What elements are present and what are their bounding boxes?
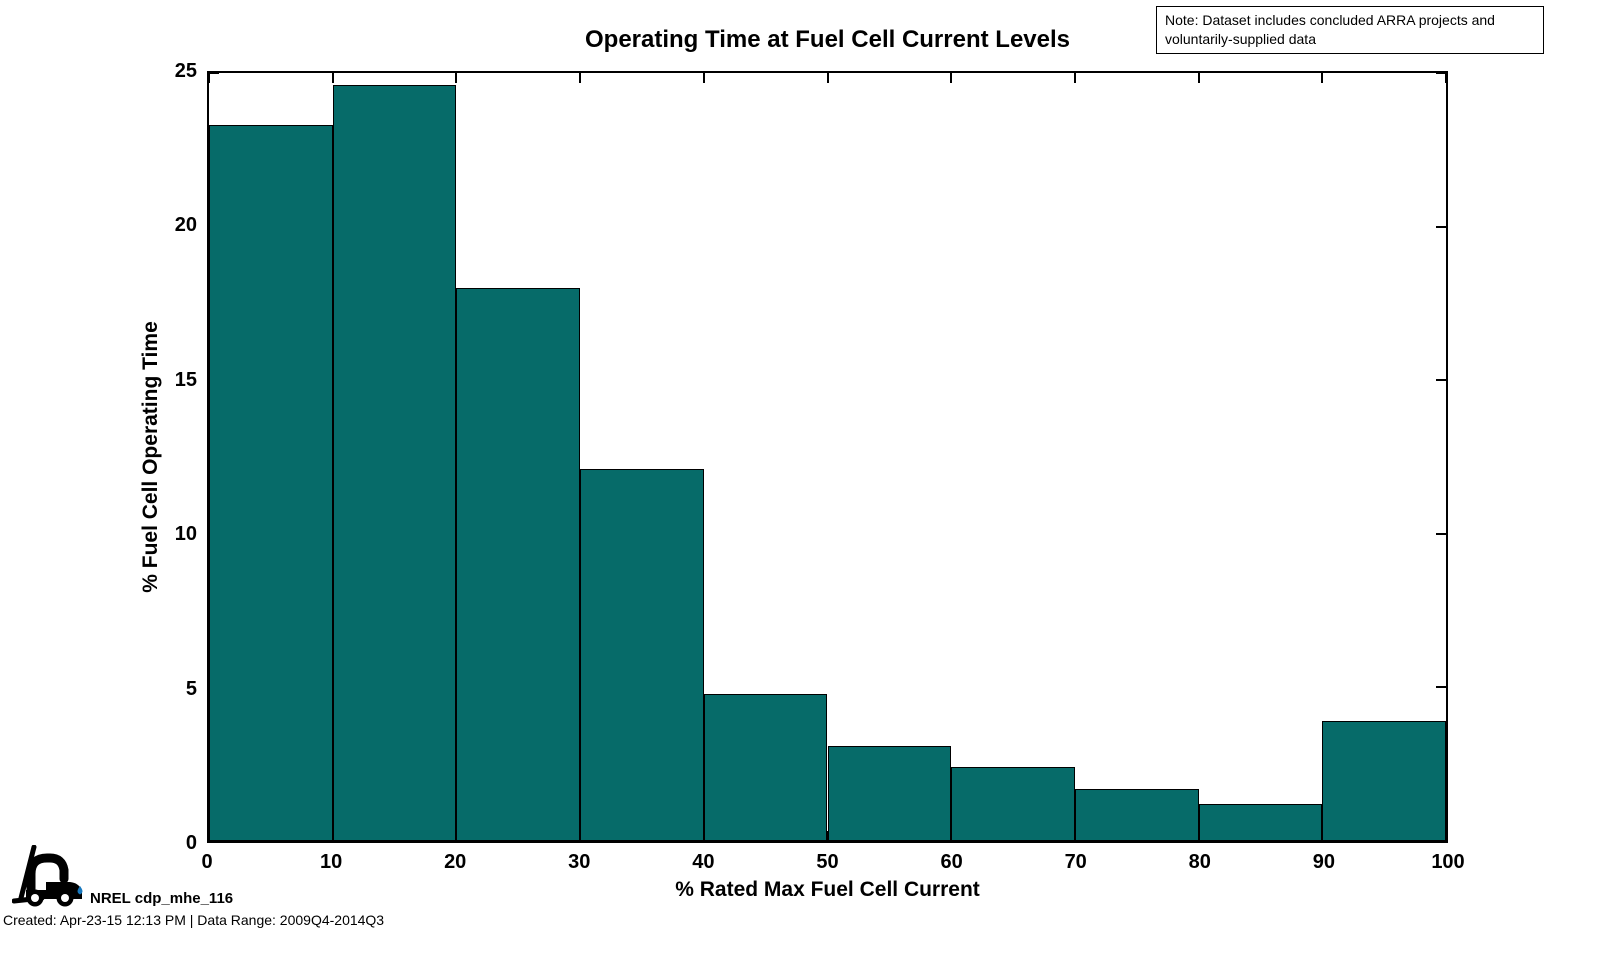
y-tick-label: 10 — [174, 523, 197, 546]
x-tick-label: 20 — [444, 851, 467, 873]
x-tick-mark — [455, 73, 458, 83]
x-tick-mark — [1073, 73, 1076, 83]
y-tick-mark — [1436, 840, 1446, 842]
x-tick-label: 40 — [692, 851, 715, 873]
y-tick-label: 0 — [185, 832, 197, 854]
histogram-bar — [1198, 804, 1323, 841]
x-tick-label: 60 — [940, 851, 963, 873]
histogram-bar — [332, 85, 457, 841]
histogram-bar — [827, 745, 952, 841]
histogram-bar — [1074, 788, 1199, 841]
created-line: Created: Apr-23-15 12:13 PM | Data Range… — [3, 912, 385, 928]
y-tick-label: 20 — [174, 214, 197, 237]
x-tick-label: 0 — [201, 851, 213, 873]
histogram-bar — [1322, 721, 1446, 841]
y-tick-label: 15 — [174, 368, 197, 391]
note-text: Note: Dataset includes concluded ARRA pr… — [1165, 12, 1495, 47]
forklift-cab — [26, 853, 69, 899]
histogram-bar — [951, 767, 1075, 841]
x-tick-mark — [331, 73, 334, 83]
x-tick-mark — [1445, 73, 1447, 83]
x-axis-label: % Rated Max Fuel Cell Current — [675, 878, 980, 901]
x-tick-mark — [1321, 73, 1324, 83]
x-tick-mark — [826, 73, 829, 83]
x-tick-mark — [579, 73, 582, 83]
x-tick-label: 50 — [816, 851, 839, 873]
x-tick-label: 100 — [1431, 851, 1465, 873]
histogram-bar — [209, 125, 333, 841]
x-tick-mark — [1445, 831, 1447, 841]
x-tick-mark — [208, 73, 210, 83]
y-tick-mark — [1436, 72, 1446, 74]
y-tick-mark — [1436, 379, 1446, 382]
x-tick-mark — [950, 73, 953, 83]
x-tick-label: 80 — [1188, 851, 1211, 873]
y-tick-mark — [1436, 225, 1446, 228]
forklift-wheel-front-hub — [31, 894, 39, 902]
droplet-icon — [77, 886, 83, 895]
y-tick-label: 5 — [185, 677, 197, 700]
y-tick-mark — [1436, 532, 1446, 535]
note-box: Note: Dataset includes concluded ARRA pr… — [1156, 6, 1544, 54]
x-tick-label: 30 — [568, 851, 591, 873]
histogram-bar — [456, 288, 581, 841]
x-tick-label: 70 — [1064, 851, 1087, 873]
y-tick-label: 25 — [174, 60, 197, 82]
x-tick-labels: 0 10 20 30 40 50 60 70 80 90 100 — [201, 851, 1464, 878]
x-tick-mark — [702, 73, 705, 83]
y-tick-mark — [209, 72, 219, 74]
x-tick-mark — [1197, 73, 1200, 83]
y-tick-labels: 0 5 10 15 20 25 — [0, 61, 197, 853]
x-tick-label: 10 — [319, 851, 343, 873]
logo-label: NREL cdp_mhe_116 — [90, 890, 234, 907]
y-tick-mark — [209, 840, 219, 842]
chart-title: Operating Time at Fuel Cell Current Leve… — [584, 26, 1070, 53]
forklift-wheel-rear-hub — [61, 894, 69, 902]
histogram-bar — [703, 693, 828, 841]
histogram-bar — [580, 469, 704, 841]
plot-area — [207, 71, 1448, 843]
forklift-icon — [12, 845, 83, 907]
y-tick-mark — [1436, 686, 1446, 689]
x-tick-label: 90 — [1312, 851, 1336, 873]
